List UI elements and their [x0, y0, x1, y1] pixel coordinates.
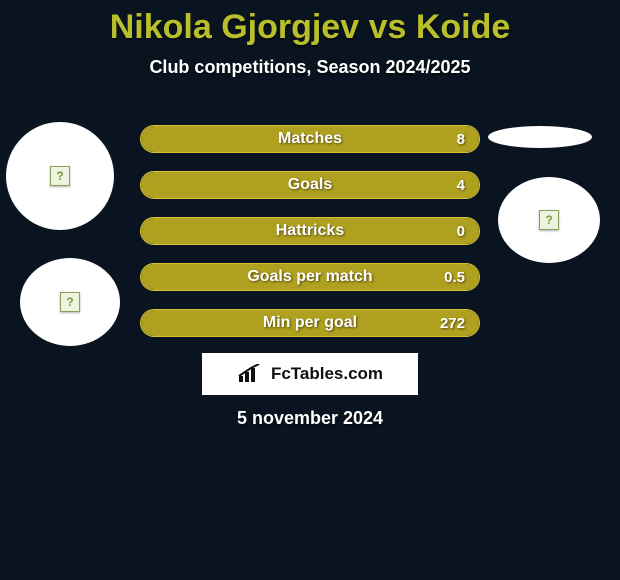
chart-icon: [237, 364, 263, 384]
page-subtitle: Club competitions, Season 2024/2025: [0, 57, 620, 78]
player-avatar-right-oval: [488, 126, 592, 148]
player-avatar-right-1: ?: [498, 177, 600, 263]
player-avatar-left-1: ?: [6, 122, 114, 230]
image-placeholder-icon: ?: [50, 166, 70, 186]
stat-value: 0.5: [444, 269, 465, 286]
stat-row-min-per-goal: Min per goal 272: [140, 309, 480, 337]
page-title: Nikola Gjorgjev vs Koide: [0, 0, 620, 47]
image-placeholder-icon: ?: [60, 292, 80, 312]
stat-row-matches: Matches 8: [140, 125, 480, 153]
stat-label: Hattricks: [276, 222, 344, 240]
stat-row-goals-per-match: Goals per match 0.5: [140, 263, 480, 291]
stat-value: 4: [457, 177, 465, 194]
brand-logo: FcTables.com: [202, 353, 418, 395]
stat-value: 272: [440, 315, 465, 332]
stat-value: 8: [457, 131, 465, 148]
stat-label: Goals: [288, 176, 332, 194]
snapshot-date: 5 november 2024: [0, 408, 620, 429]
stat-row-goals: Goals 4: [140, 171, 480, 199]
stat-label: Matches: [278, 130, 342, 148]
stat-label: Min per goal: [263, 314, 357, 332]
stat-value: 0: [457, 223, 465, 240]
brand-logo-text: FcTables.com: [271, 364, 383, 384]
player-avatar-left-2: ?: [20, 258, 120, 346]
stat-label: Goals per match: [247, 268, 372, 286]
stat-row-hattricks: Hattricks 0: [140, 217, 480, 245]
image-placeholder-icon: ?: [539, 210, 559, 230]
stats-table: Matches 8 Goals 4 Hattricks 0 Goals per …: [140, 125, 480, 355]
